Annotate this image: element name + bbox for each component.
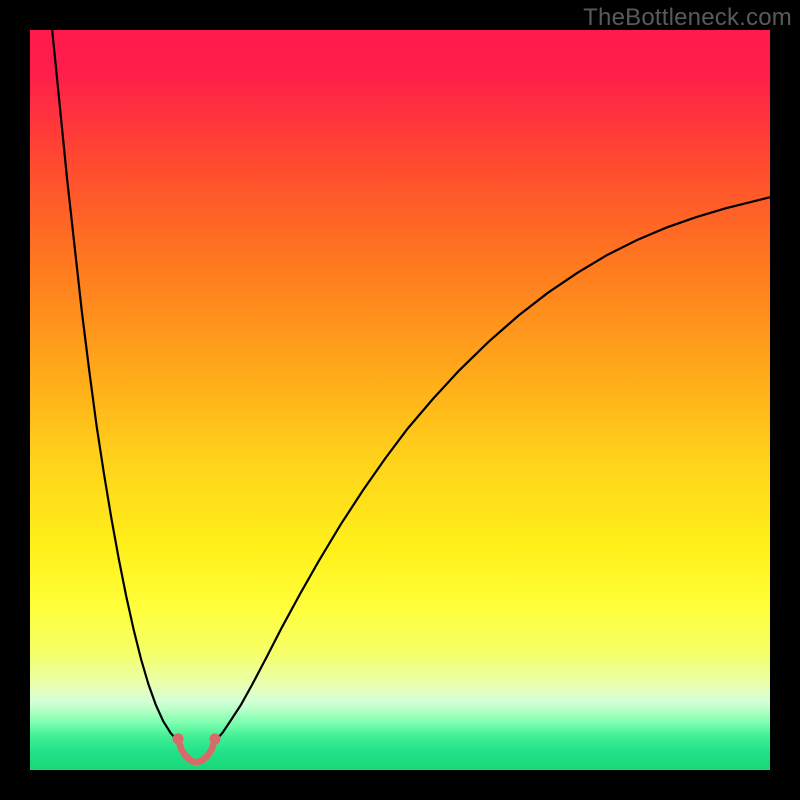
frame-left (0, 0, 30, 800)
frame-bottom (0, 770, 800, 800)
valley-endcap-0 (173, 733, 184, 744)
watermark-text: TheBottleneck.com (583, 4, 792, 32)
valley-endcap-1 (210, 733, 221, 744)
frame-right (770, 0, 800, 800)
bottleneck-chart (30, 30, 770, 770)
chart-svg (30, 30, 770, 770)
